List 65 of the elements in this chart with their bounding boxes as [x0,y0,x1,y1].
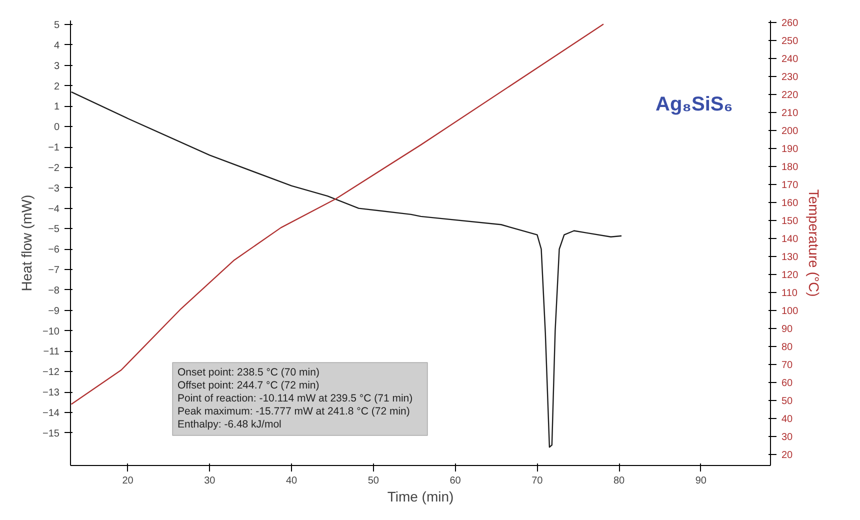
annotation: Peak maximum: -15.777 mW at 241.8 °C (72 min) [178,406,410,418]
y2-tick-label: 230 [782,72,799,83]
y2-tick-label: 140 [782,234,799,245]
y2-tick-label: 150 [782,216,799,227]
y-tick-label: −14 [42,408,60,419]
y2-tick-label: 60 [782,378,794,390]
y-tick-label: −11 [43,346,60,358]
x-axis-title: Time (min) [387,488,454,504]
y-tick-label: −5 [48,224,60,236]
y-tick-label: −15 [42,428,60,440]
x-tick-label: 90 [695,476,707,486]
y2-tick-label: 50 [782,396,794,408]
y-tick-label: −2 [48,162,60,174]
annotation: Offset point: 244.7 °C (72 min) [178,380,320,392]
y2-tick-label: 250 [782,36,799,47]
y2-tick-label: 120 [782,270,799,282]
y-tick-label: −13 [42,388,60,399]
y-tick-label: −6 [48,244,60,256]
y2-tick-label: 210 [782,108,799,119]
annotation: Onset point: 238.5 °C (70 min) [178,366,320,378]
x-tick-label: 60 [450,476,462,486]
y-tick-label: 3 [54,60,60,72]
y2-tick-label: 90 [782,324,794,336]
y-tick-label: −10 [42,326,60,338]
y2-tick-label: 70 [782,360,794,372]
x-tick-label: 80 [613,476,626,486]
y2-tick-label: 30 [782,432,794,444]
y-tick-label: 0 [54,122,60,134]
y-tick-label: −7 [48,265,60,276]
y-axis-title: Heat flow (mW) [18,194,35,292]
y-tick-label: −8 [48,285,60,296]
text: Ag₈SiS₆ [656,94,733,116]
x-tick-label: 30 [204,476,216,486]
x-tick-label: 20 [122,476,134,486]
y2-tick-label: 130 [782,252,799,264]
x-tick-label: 40 [286,476,298,486]
y2-axis-title: Temperature (°C) [806,189,822,297]
y2-tick-label: 170 [782,180,799,191]
y-tick-label: 2 [54,81,60,92]
y-tick-label: 5 [54,20,60,32]
y2-tick-label: 100 [782,306,799,318]
y2-tick-label: 260 [782,18,799,29]
line-series [70,24,604,405]
y-tick-label: −12 [42,367,60,378]
y2-tick-label: 180 [782,162,799,173]
y2-tick-label: 80 [782,342,794,354]
x-tick-label: 70 [532,476,544,486]
y2-tick-label: 110 [782,288,798,300]
y-tick-label: −9 [48,306,60,317]
y2-tick-label: 220 [782,90,799,101]
y-tick-label: 4 [54,40,60,52]
y2-tick-label: 40 [782,414,794,426]
x-tick-label: 50 [368,476,380,486]
y-tick-label: −1 [48,142,60,154]
y2-tick-label: 190 [782,144,799,155]
line-series [70,91,622,448]
y2-tick-label: 240 [782,54,799,65]
y2-tick-label: 160 [782,198,799,209]
y-tick-label: −3 [48,183,60,194]
y2-tick-label: 200 [782,126,799,137]
y2-tick-label: 20 [782,450,794,462]
y-tick-label: −4 [48,204,60,215]
y-tick-label: 1 [54,102,60,113]
annotation: Point of reaction: -10.114 mW at 239.5 °C (71 min) [178,392,413,404]
annotation: Enthalpy: -6.48 kJ/mol [178,418,282,430]
